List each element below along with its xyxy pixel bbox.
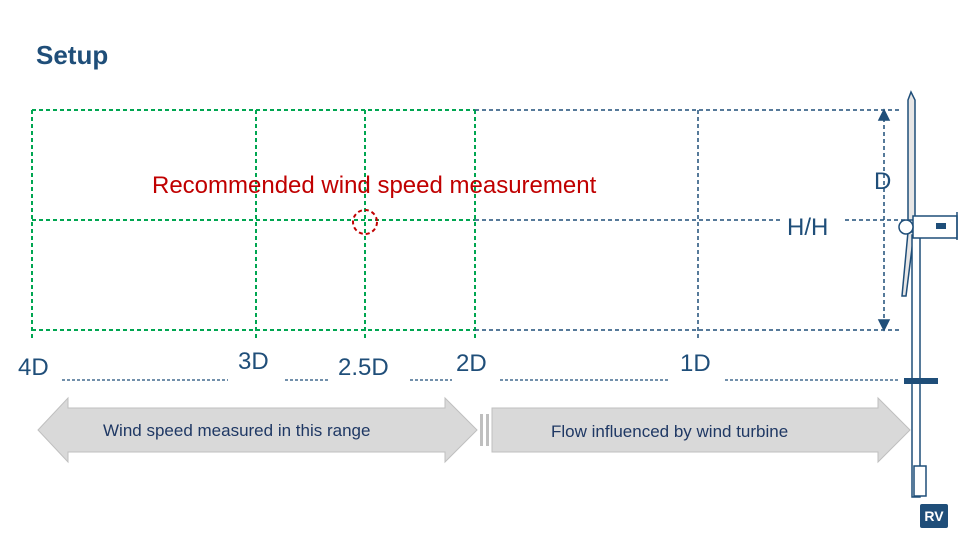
company-logo: RV — [920, 504, 948, 528]
measurement-grid — [31, 109, 476, 340]
diameter-arrow — [877, 108, 891, 332]
right-arrow-label: Flow influenced by wind turbine — [551, 422, 789, 441]
distance-label-1d: 1D — [676, 352, 715, 376]
left-arrow-label: Wind speed measured in this range — [103, 421, 371, 440]
measurement-point — [352, 209, 378, 235]
distance-label-4d: 4D — [14, 356, 53, 380]
recommended-measurement-label: Recommended wind speed measurement — [152, 172, 597, 199]
distance-label-3d: 3D — [234, 350, 273, 374]
left-range-arrow — [37, 396, 478, 464]
page-title: Setup — [36, 40, 109, 70]
distance-label-2-5d: 2.5D — [334, 356, 393, 380]
right-range-arrow — [480, 396, 911, 464]
distance-label-2d: 2D — [452, 352, 491, 376]
wind-turbine — [898, 90, 958, 498]
diameter-label: D — [874, 168, 892, 195]
hub-height-label: H/H — [784, 214, 832, 242]
influence-grid — [475, 109, 905, 340]
